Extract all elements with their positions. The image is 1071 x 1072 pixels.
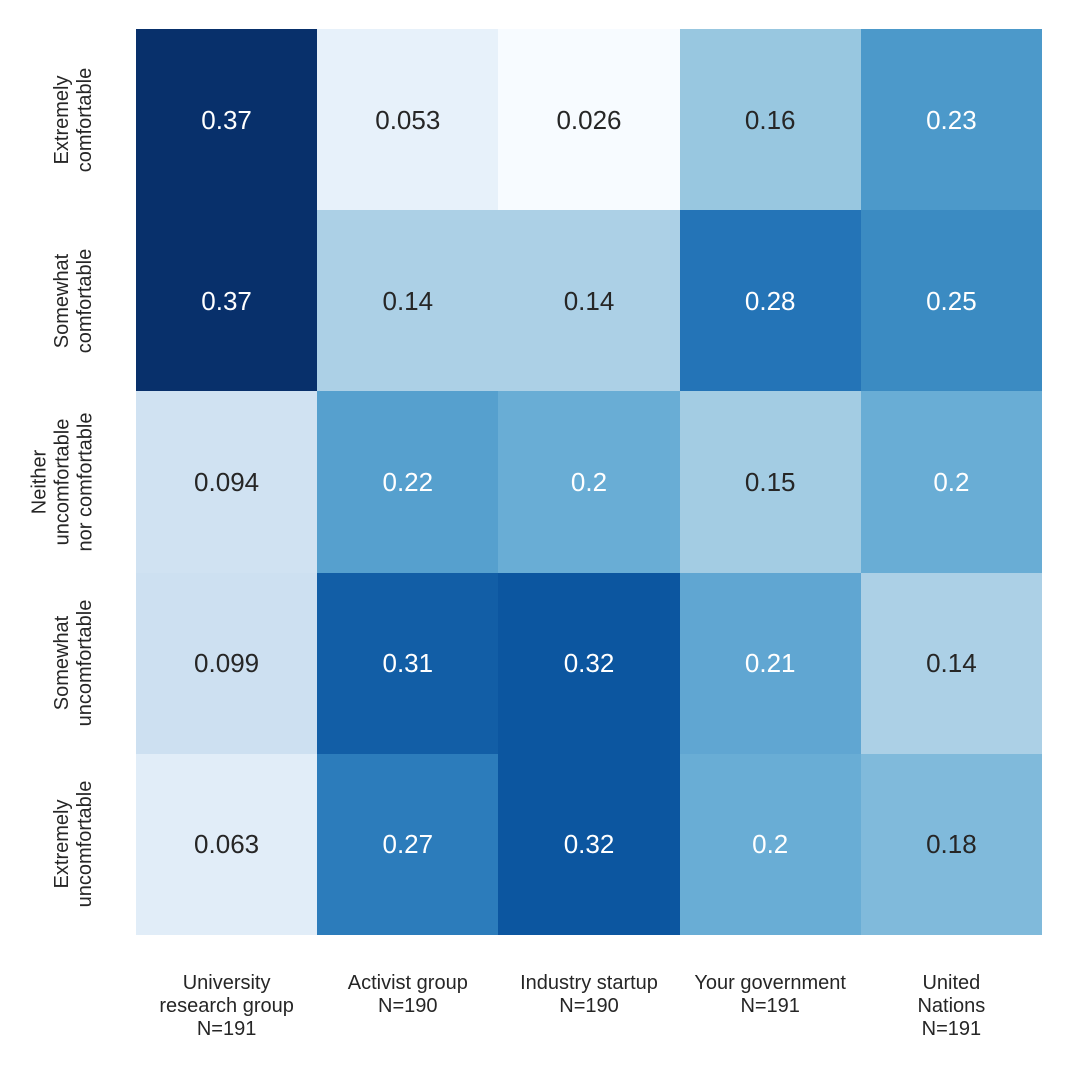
heatmap-cell-value: 0.31 [382,648,434,679]
x-tick-label: University research group N=191 [159,972,294,1040]
heatmap-cell: 0.14 [860,572,1042,754]
heatmap-cell: 0.32 [498,572,680,754]
heatmap-cell-value: 0.16 [744,104,796,135]
heatmap-cell-value: 0.37 [201,104,252,135]
y-tick-label: Somewhat comfortable [51,248,96,354]
heatmap-cell: 0.23 [860,29,1042,211]
y-tick-label: Extremely comfortable [51,67,96,172]
heatmap-cell-value: 0.063 [194,829,260,860]
heatmap-cell: 0.053 [317,29,499,211]
heatmap-cell-value: 0.14 [382,285,434,316]
heatmap-cell: 0.28 [679,210,861,392]
heatmap-cell-value: 0.2 [570,466,608,497]
heatmap-cell-value: 0.099 [194,648,260,679]
heatmap-cell: 0.14 [317,210,499,392]
heatmap-cell: 0.27 [317,753,499,935]
x-tick-label: Activist group N=190 [347,972,468,1017]
heatmap-cell-value: 0.23 [926,104,977,135]
heatmap-cell-value: 0.32 [563,648,615,679]
heatmap-cell: 0.37 [136,210,318,392]
heatmap-cell-value: 0.21 [744,648,796,679]
heatmap-cell-value: 0.026 [556,104,622,135]
heatmap-cell-value: 0.28 [744,285,796,316]
heatmap-cell-value: 0.2 [933,466,970,497]
heatmap-cell-value: 0.14 [926,648,977,679]
heatmap-grid: 0.37 0.053 0.026 0.16 0.23 0.37 0.14 0.14 0.28 0.… [136,29,1042,935]
heatmap-cell-value: 0.27 [382,829,434,860]
heatmap-cell-value: 0.2 [752,829,789,860]
heatmap-cell: 0.063 [136,753,318,935]
heatmap-cell: 0.2 [498,391,680,573]
heatmap-cell-value: 0.25 [926,285,977,316]
heatmap-cell: 0.15 [679,391,861,573]
x-tick-label: United Nations N=191 [917,972,986,1040]
heatmap-cell: 0.2 [860,391,1042,573]
heatmap-cell: 0.18 [860,753,1042,935]
heatmap-cell: 0.21 [679,572,861,754]
x-tick-label: Industry startup N=190 [520,972,658,1017]
heatmap-cell: 0.094 [136,391,318,573]
heatmap-cell-value: 0.37 [201,285,252,316]
heatmap-cell: 0.14 [498,210,680,392]
heatmap-cell-value: 0.32 [563,829,615,860]
heatmap-cell-value: 0.094 [194,466,260,497]
heatmap-cell: 0.16 [679,29,861,211]
y-tick-label: Somewhat uncomfortable [51,599,96,727]
heatmap-cell: 0.2 [679,753,861,935]
heatmap-cell: 0.32 [498,753,680,935]
heatmap-cell: 0.099 [136,572,318,754]
heatmap-cell-value: 0.22 [382,466,434,497]
x-tick-label: Your government N=191 [694,972,846,1017]
heatmap-cell: 0.22 [317,391,499,573]
heatmap-cell-value: 0.18 [926,829,977,860]
heatmap-cell: 0.31 [317,572,499,754]
heatmap-cell-value: 0.14 [563,285,615,316]
heatmap-cell-value: 0.15 [744,466,796,497]
heatmap-cell: 0.25 [860,210,1042,392]
y-tick-label: Neither uncomfortable nor comfortable [28,412,96,552]
heatmap-cell-value: 0.053 [375,104,441,135]
y-tick-label: Extremely uncomfortable [51,781,96,908]
heatmap-cell: 0.026 [498,29,680,211]
heatmap-cell: 0.37 [136,29,318,211]
